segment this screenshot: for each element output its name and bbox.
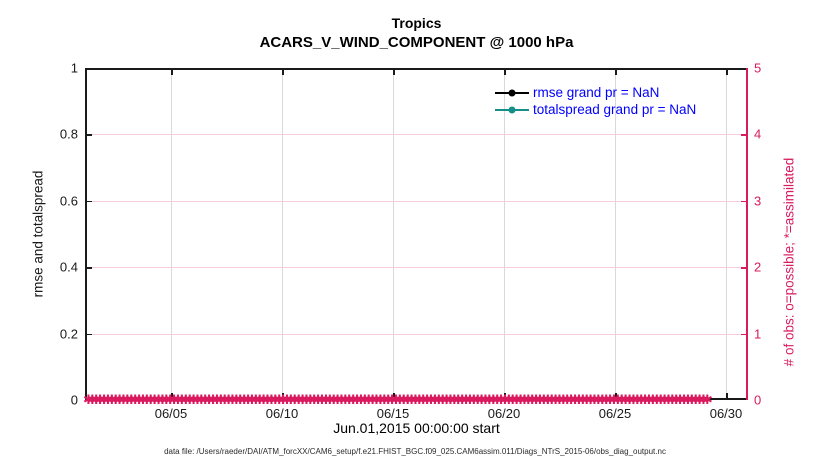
chart-subtitle: ACARS_V_WIND_COMPONENT @ 1000 hPa xyxy=(259,34,574,51)
x-tick-top-3 xyxy=(504,70,506,75)
x-tick-bottom-0 xyxy=(171,393,173,398)
horizontal-gridline-2 xyxy=(85,267,748,269)
x-tick-top-2 xyxy=(393,70,395,75)
legend-item-rmse: rmse grand pr = NaN xyxy=(495,84,696,101)
legend-marker-dot xyxy=(508,89,516,96)
legend: rmse grand pr = NaN totalspread grand pr … xyxy=(495,84,696,118)
x-tick-top-5 xyxy=(726,70,728,75)
x-tick-label-06-10: 06/10 xyxy=(265,406,299,421)
x-tick-label-06-15: 06/15 xyxy=(376,406,410,421)
legend-line-sample xyxy=(495,89,529,96)
horizontal-gridline-3 xyxy=(85,200,748,202)
left-tick-label-0.8: 0.8 xyxy=(59,126,78,142)
y-tick-left-2 xyxy=(87,267,92,269)
y-tick-right-2 xyxy=(741,267,746,269)
right-tick-label-2: 2 xyxy=(754,259,762,275)
left-tick-label-0: 0 xyxy=(70,392,78,408)
x-tick-top-4 xyxy=(615,70,617,75)
x-tick-top-0 xyxy=(171,70,173,75)
x-tick-label-06-05: 06/05 xyxy=(154,406,188,421)
x-tick-bottom-4 xyxy=(615,393,617,398)
x-tick-label-06-20: 06/20 xyxy=(487,406,521,421)
x-tick-bottom-1 xyxy=(282,393,284,398)
x-tick-top-1 xyxy=(282,70,284,75)
right-tick-label-0: 0 xyxy=(754,392,762,408)
x-axis-label: Jun.01,2015 00:00:00 start xyxy=(333,420,500,436)
chart-title: Tropics xyxy=(391,15,442,31)
axis-bottom xyxy=(85,398,748,400)
right-tick-label-1: 1 xyxy=(754,326,762,342)
vertical-gridline-06/05 xyxy=(171,68,172,400)
obs-count-marker-band: ✱✱✱✱✱✱✱✱✱✱✱✱✱✱✱✱✱✱✱✱✱✱✱✱✱✱✱✱✱✱✱✱✱✱✱✱✱✱✱✱… xyxy=(83,392,713,407)
vertical-gridline-06/30 xyxy=(726,68,727,400)
axis-top xyxy=(85,68,748,70)
y-tick-right-3 xyxy=(741,200,746,203)
data-file-caption: data file: /Users/raeder/DAI/ATM_forcXX/… xyxy=(164,447,666,456)
horizontal-gridline-4 xyxy=(85,134,748,136)
plot-area: rmse grand pr = NaN totalspread grand pr … xyxy=(83,68,748,407)
right-tick-label-3: 3 xyxy=(754,193,762,209)
horizontal-gridline-1 xyxy=(85,333,748,335)
legend-label: rmse grand pr = NaN xyxy=(533,85,660,100)
y-tick-right-4 xyxy=(741,134,746,136)
axis-left xyxy=(85,68,87,400)
vertical-gridline-06/20 xyxy=(504,68,505,400)
y-tick-right-1 xyxy=(741,333,746,336)
right-tick-label-5: 5 xyxy=(754,60,762,76)
left-tick-label-0.2: 0.2 xyxy=(59,326,78,342)
left-tick-label-1: 1 xyxy=(70,60,78,76)
left-y-axis-label: rmse and totalspread xyxy=(30,170,46,298)
right-y-axis-label: # of obs: o=possible; *=assimilated xyxy=(781,157,797,367)
chart-title-block: Tropics ACARS_V_WIND_COMPONENT @ 1000 hP… xyxy=(85,14,748,53)
legend-item-totalspread: totalspread grand pr = NaN xyxy=(495,101,696,118)
x-tick-bottom-3 xyxy=(504,393,506,398)
legend-line-sample xyxy=(495,106,529,113)
y-tick-left-4 xyxy=(87,134,92,136)
x-tick-bottom-5 xyxy=(726,393,728,398)
x-tick-label-06-25: 06/25 xyxy=(598,406,632,421)
x-tick-label-06-30: 06/30 xyxy=(709,406,743,421)
x-tick-bottom-2 xyxy=(393,393,395,398)
y-tick-left-3 xyxy=(87,200,92,203)
axis-right xyxy=(746,68,748,400)
vertical-gridline-06/10 xyxy=(282,68,283,400)
vertical-gridline-06/25 xyxy=(615,68,616,400)
right-tick-label-4: 4 xyxy=(754,126,762,142)
left-tick-label-0.4: 0.4 xyxy=(59,259,78,275)
legend-marker-dot xyxy=(508,106,516,113)
left-tick-label-0.6: 0.6 xyxy=(59,193,78,209)
legend-label: totalspread grand pr = NaN xyxy=(533,102,697,117)
vertical-gridline-06/15 xyxy=(393,68,394,400)
y-tick-left-1 xyxy=(87,333,92,336)
